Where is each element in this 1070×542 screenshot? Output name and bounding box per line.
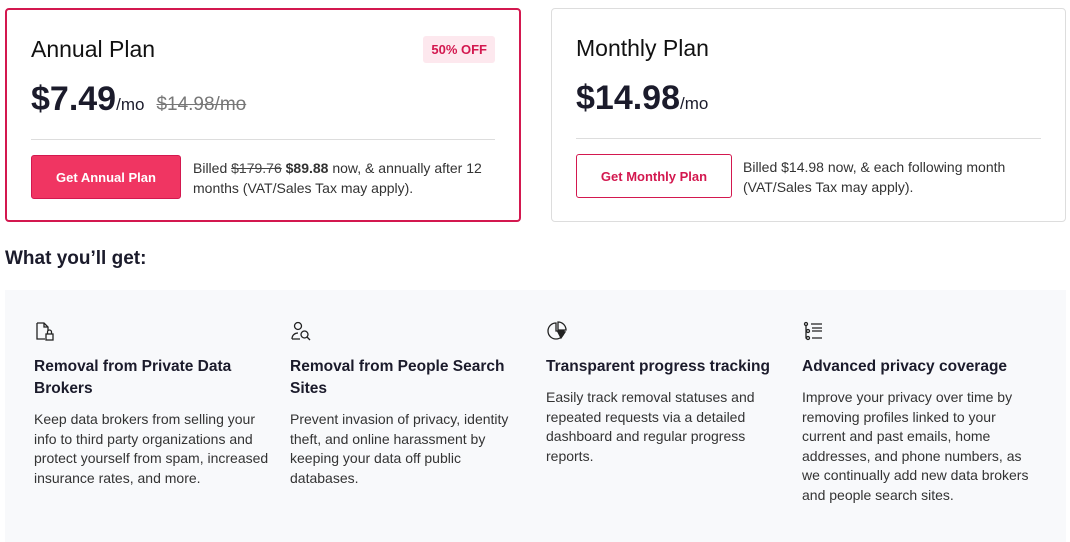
get-annual-plan-button[interactable]: Get Annual Plan xyxy=(31,155,181,199)
feature-description: Prevent invasion of privacy, identity th… xyxy=(290,411,509,486)
feature-description: Keep data brokers from selling your info… xyxy=(34,411,269,486)
monthly-plan-card: Monthly Plan $14.98/mo Get Monthly Plan … xyxy=(551,8,1066,222)
price: $14.98/mo xyxy=(576,79,708,118)
annual-plan-card: Annual Plan 50% OFF $7.49/mo $14.98/mo Ge… xyxy=(5,8,521,222)
pie-chart-icon xyxy=(547,321,567,340)
section-title: What you’ll get: xyxy=(5,248,147,269)
divider xyxy=(576,138,1041,139)
feature-item: Removal from Private Data Brokers Keep d… xyxy=(34,290,290,542)
get-monthly-plan-button[interactable]: Get Monthly Plan xyxy=(576,154,732,198)
billed-suffix: now, & annually after 12 months (VAT/Sal… xyxy=(193,160,482,196)
billed-prefix: Billed xyxy=(193,160,228,176)
list-tree-icon xyxy=(803,321,822,341)
price-value: $7.49 xyxy=(31,80,117,118)
feature-item: Removal from People Search Sites Prevent… xyxy=(290,290,546,542)
feature-title: Removal from People Search Sites xyxy=(290,358,505,397)
billed-old: $179.76 xyxy=(231,160,282,176)
price: $7.49/mo $14.98/mo xyxy=(31,80,246,119)
price-period: /mo xyxy=(116,95,145,114)
feature-title: Transparent progress tracking xyxy=(546,358,770,375)
feature-description: Improve your privacy over time by removi… xyxy=(802,389,1029,503)
feature-title: Removal from Private Data Brokers xyxy=(34,358,232,397)
divider xyxy=(31,139,495,140)
plan-title: Annual Plan xyxy=(31,36,156,62)
feature-description: Easily track removal statuses and repeat… xyxy=(546,389,755,464)
plan-title: Monthly Plan xyxy=(576,35,709,61)
file-lock-icon xyxy=(36,322,54,341)
price-value: $14.98 xyxy=(576,79,680,117)
user-search-icon xyxy=(291,321,311,341)
old-price: $14.98/mo xyxy=(156,94,247,115)
feature-title: Advanced privacy coverage xyxy=(802,358,1008,375)
billing-text: Billed $14.98 now, & each following mont… xyxy=(743,159,1006,195)
features-panel: Removal from Private Data Brokers Keep d… xyxy=(5,290,1066,542)
billed-new: $89.88 xyxy=(285,160,329,176)
discount-badge: 50% OFF xyxy=(423,36,495,63)
feature-item: Advanced privacy coverage Improve your p… xyxy=(802,290,1058,542)
billing-text: Billed $179.76 $89.88 now, & annually af… xyxy=(193,158,493,198)
price-period: /mo xyxy=(680,94,709,113)
feature-item: Transparent progress tracking Easily tra… xyxy=(546,290,802,542)
